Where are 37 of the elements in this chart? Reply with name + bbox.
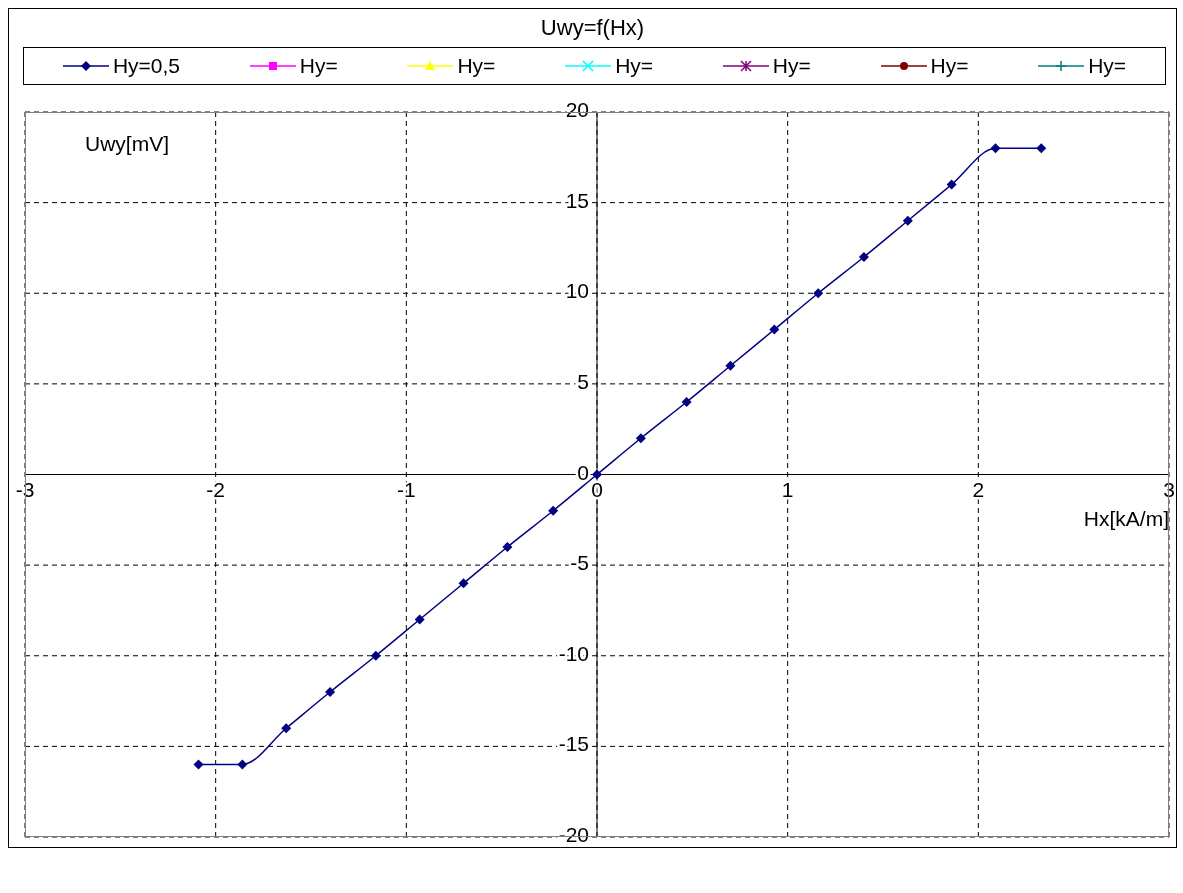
point <box>237 759 248 770</box>
point <box>769 324 780 335</box>
point <box>370 650 381 661</box>
y-tick-label: -15 <box>558 732 589 756</box>
legend-label: Hy= <box>457 54 496 78</box>
legend-label: Hy= <box>615 54 654 78</box>
x-tick-label: -1 <box>396 477 416 501</box>
legend-label: Hy= <box>299 54 338 78</box>
legend-label: Hy= <box>930 54 969 78</box>
point <box>858 252 869 262</box>
point <box>1036 143 1047 154</box>
point <box>281 723 292 734</box>
point <box>458 578 469 589</box>
legend-label: Hy=0,5 <box>112 54 180 78</box>
y-tick-label: -5 <box>570 551 589 575</box>
x-axis-title: Hx[kA/m] <box>1083 506 1169 531</box>
x-tick-label: 2 <box>972 477 985 501</box>
point <box>414 614 425 625</box>
point <box>193 759 204 770</box>
y-axis-title: Uwy[mV] <box>85 132 169 156</box>
point <box>990 143 1001 154</box>
point <box>813 288 824 299</box>
point <box>681 397 692 407</box>
point <box>902 215 913 226</box>
point <box>946 179 957 190</box>
point <box>502 542 513 552</box>
point <box>325 687 336 697</box>
point <box>592 469 602 480</box>
point <box>548 505 559 516</box>
x-tick-label: 1 <box>781 477 794 501</box>
legend-label: Hy= <box>772 54 811 78</box>
legend-label: Hy= <box>1088 54 1127 78</box>
point <box>725 360 736 371</box>
point <box>635 433 646 444</box>
y-tick-label: -10 <box>558 641 589 665</box>
x-tick-label: -2 <box>206 477 226 501</box>
chart-title: Uwy=f(Hx) <box>539 14 646 42</box>
